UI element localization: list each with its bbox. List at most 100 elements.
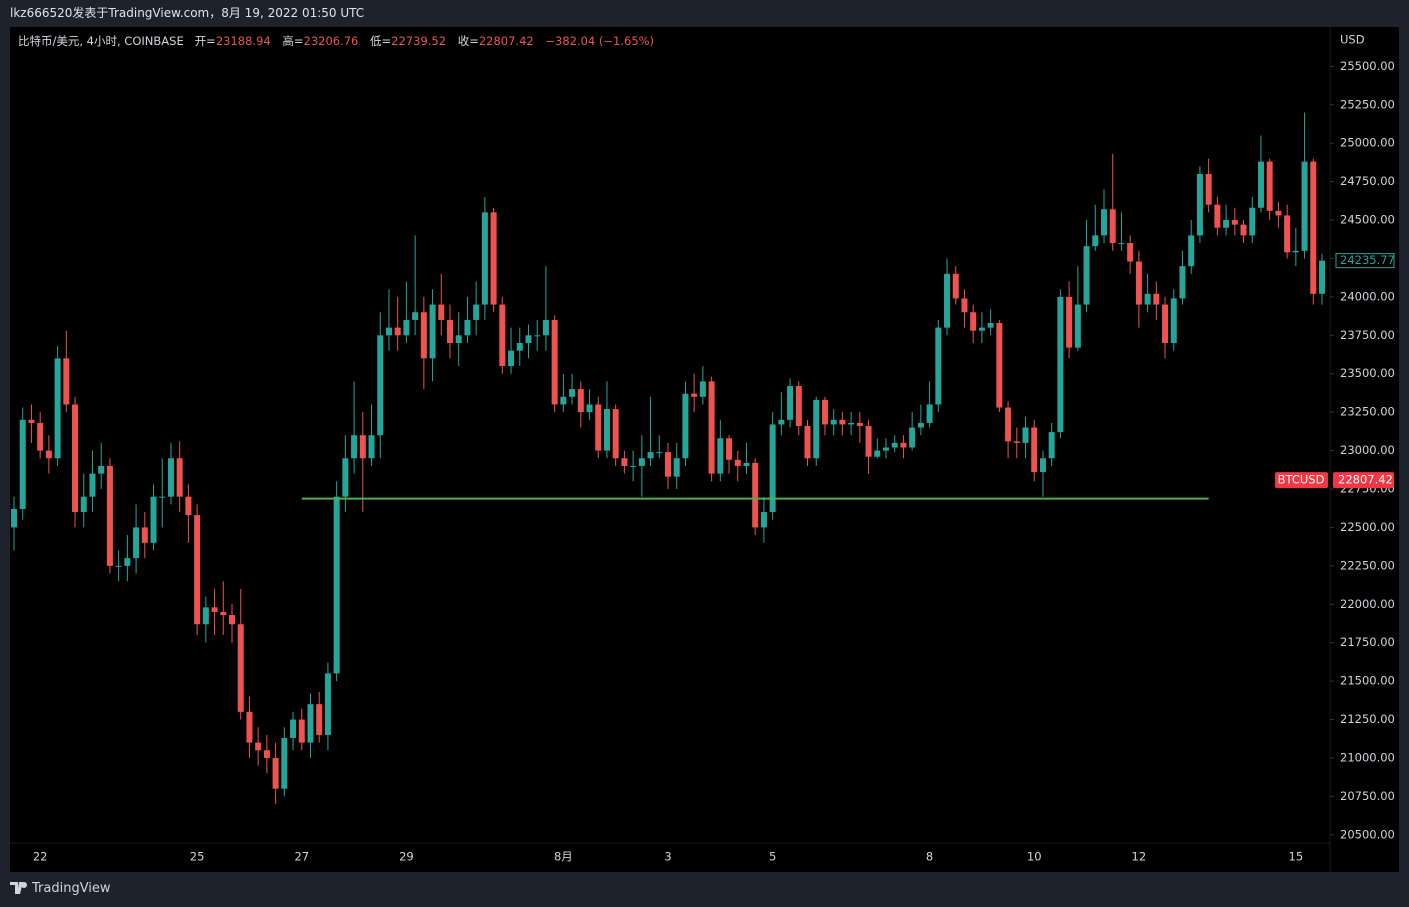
legend: 比特币/美元, 4小时, COINBASE 开=23188.94 高=23206…	[18, 33, 662, 49]
currency-label: USD	[1340, 33, 1365, 47]
candle-body	[447, 319, 453, 343]
candle-body	[194, 515, 201, 625]
candle-body	[534, 335, 541, 337]
candle-body	[220, 611, 227, 616]
candle-body	[1284, 215, 1291, 253]
candle-body	[394, 327, 401, 336]
candle-body	[37, 422, 44, 451]
plot-background	[10, 27, 1399, 872]
y-tick-label: 22000.00	[1340, 597, 1395, 611]
candle-body	[856, 422, 863, 426]
candle-body	[45, 450, 52, 459]
candle-body	[795, 386, 802, 426]
candle-body	[1179, 266, 1186, 299]
symbol-tag-label: BTCUSD	[1278, 473, 1325, 487]
legend-value: 22739.52	[391, 34, 447, 48]
symbol-tag	[1275, 472, 1328, 489]
candle-body	[481, 212, 488, 305]
candle-body	[412, 312, 419, 320]
x-tick-label: 22	[33, 850, 48, 864]
candle-body	[717, 438, 724, 474]
candle-body	[1074, 304, 1081, 348]
candle-body	[176, 458, 183, 497]
candle-body	[944, 273, 951, 328]
y-tick-label: 24000.00	[1340, 289, 1395, 303]
candle-body	[351, 435, 358, 459]
candle-body	[368, 435, 375, 459]
candle-body	[499, 304, 506, 367]
candle-body	[1162, 304, 1169, 343]
candle-body	[202, 607, 209, 625]
x-tick-label: 10	[1027, 850, 1042, 864]
candle-body	[621, 458, 628, 466]
y-tick-label: 23750.00	[1340, 328, 1395, 342]
header-text: lkz666520发表于TradingView.com，8月 19, 2022 …	[10, 6, 365, 20]
candle-body	[490, 212, 497, 305]
candle-body	[1005, 407, 1012, 442]
candle-body	[883, 447, 889, 451]
candle-body	[19, 419, 26, 509]
candle-body	[839, 419, 846, 425]
candle-body	[307, 704, 314, 743]
price-tag	[1333, 472, 1394, 489]
y-tick-label: 20500.00	[1340, 827, 1395, 841]
candle-body	[106, 465, 113, 566]
x-tick-label: 15	[1289, 850, 1304, 864]
candle-body	[141, 527, 148, 543]
candle-body	[420, 312, 427, 359]
candle-body	[1135, 261, 1142, 305]
candle-body	[28, 419, 35, 423]
candle-body	[830, 419, 837, 425]
candle-body	[978, 327, 985, 331]
legend-change: −382.04 (−1.65%)	[545, 34, 655, 48]
candle-body	[821, 399, 828, 425]
candle-body	[1127, 243, 1134, 262]
candle-body	[290, 719, 297, 738]
y-tick-label: 25000.00	[1340, 136, 1395, 150]
candle-body	[760, 512, 767, 528]
candle-body	[630, 465, 637, 467]
x-tick-label: 27	[294, 850, 309, 864]
candle-body	[612, 409, 619, 459]
symbol: 比特币/美元, 4小时, COINBASE	[18, 34, 184, 48]
candle-body	[1214, 204, 1221, 228]
x-tick-label: 25	[190, 850, 205, 864]
candle-body	[1170, 298, 1177, 343]
candle-body	[508, 350, 515, 367]
x-tick-label: 29	[399, 850, 414, 864]
y-tick-label: 25250.00	[1340, 97, 1395, 111]
candle-body	[1109, 209, 1116, 244]
chart: USD 20500.00 20750.00 21000.00 21250.00 2150…	[10, 27, 1399, 872]
candle-body	[159, 496, 166, 498]
candle-body	[72, 404, 79, 513]
x-tick-label: 8月	[554, 850, 573, 864]
candle-body	[569, 389, 576, 397]
candle-body	[551, 319, 558, 405]
candle-body	[211, 607, 218, 612]
candle-body	[638, 458, 645, 466]
candle-body	[324, 673, 331, 735]
candle-body	[377, 335, 384, 436]
candle-body	[1275, 210, 1282, 216]
candle-body	[133, 527, 140, 559]
candle-body	[769, 424, 776, 513]
candle-body	[726, 438, 733, 460]
y-tick-label: 25500.00	[1340, 59, 1395, 73]
candle-body	[1266, 161, 1273, 211]
candle-body	[734, 459, 741, 466]
candle-body	[987, 323, 994, 328]
candle-body	[525, 335, 532, 343]
y-tick-label: 21250.00	[1340, 712, 1395, 726]
candle-body	[935, 327, 942, 405]
y-tick-label: 20750.00	[1340, 789, 1395, 803]
candle-body	[787, 386, 794, 420]
y-tick-label: 24750.00	[1340, 174, 1395, 188]
candle-body	[80, 496, 87, 513]
candle-body	[961, 298, 968, 313]
brand: TradingView	[32, 881, 111, 896]
candle-body	[167, 458, 174, 497]
legend-value: 23188.94	[215, 34, 271, 48]
x-tick-label: 3	[664, 850, 671, 864]
legend-value: 23206.76	[303, 34, 359, 48]
